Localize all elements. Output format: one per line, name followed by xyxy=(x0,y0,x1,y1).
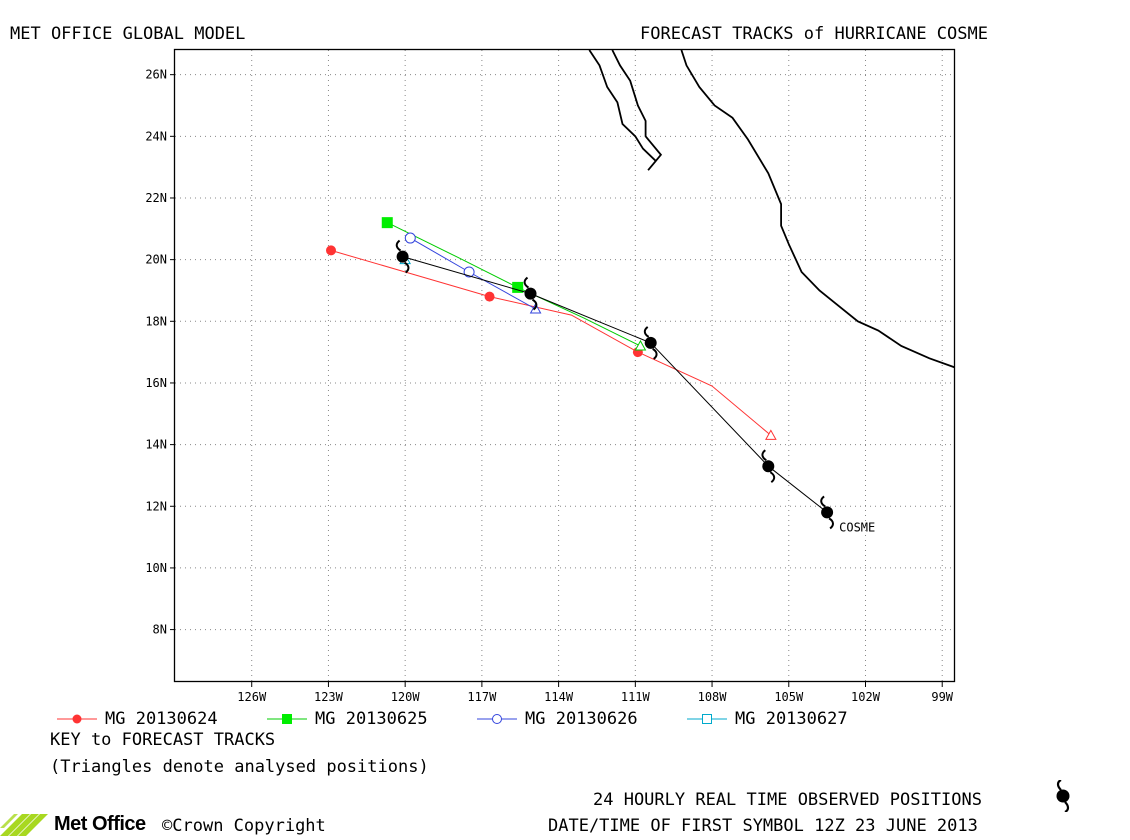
copyright-notice: ©Crown Copyright xyxy=(162,816,326,836)
lon-tick-label: 117W xyxy=(467,690,497,704)
lat-tick-label: 24N xyxy=(145,129,167,143)
lon-tick-label: 105W xyxy=(774,690,804,704)
legend-item-mg-20130627: MG 20130627 xyxy=(685,709,848,729)
lon-tick-label: 102W xyxy=(851,690,881,704)
hurricane-icon xyxy=(643,326,658,360)
lat-tick-label: 14N xyxy=(145,438,167,452)
lat-tick-label: 26N xyxy=(145,68,167,82)
hurricane-icon xyxy=(523,276,538,311)
model-title: MET OFFICE GLOBAL MODEL xyxy=(10,24,246,44)
storm-label: COSME xyxy=(839,520,875,534)
analysed-triangle xyxy=(765,429,777,440)
coastline-segment xyxy=(588,50,663,171)
coastline-segment xyxy=(680,50,955,369)
forecast-marker xyxy=(404,232,416,244)
forecast-marker xyxy=(463,266,475,278)
copyright-text: Crown Copyright xyxy=(172,816,326,836)
legend-label: MG 20130626 xyxy=(525,709,638,729)
lat-tick-label: 18N xyxy=(145,314,167,328)
hurricane-icon xyxy=(395,239,410,274)
analysed-triangle xyxy=(634,339,647,351)
forecast-marker xyxy=(326,245,336,256)
coastline xyxy=(588,50,955,369)
map-frame xyxy=(173,48,956,683)
hurricane-icon xyxy=(761,449,776,483)
met-office-brand: Met Office xyxy=(54,812,146,835)
legend-label: MG 20130624 xyxy=(105,709,218,729)
lon-tick-label: 114W xyxy=(544,690,574,704)
legend-green-square-icon xyxy=(267,714,307,724)
legend-red-circle-icon xyxy=(57,714,97,724)
forecast-track-line xyxy=(330,249,772,436)
lon-tick-label: 120W xyxy=(391,690,421,704)
forecast-tracks xyxy=(326,217,777,440)
legend-blue-open-circle-icon xyxy=(477,714,517,724)
lon-tick-label: 123W xyxy=(314,690,344,704)
lat-tick-label: 16N xyxy=(145,376,167,390)
hurricane-icon xyxy=(1056,780,1070,812)
lat-tick-label: 20N xyxy=(145,253,167,267)
legend-item-mg-20130625: MG 20130625 xyxy=(265,709,428,729)
forecast-marker xyxy=(381,217,393,229)
lon-tick-label: 126W xyxy=(237,690,267,704)
legend-cyan-open-square-icon xyxy=(687,714,727,724)
copyright-icon: © xyxy=(162,816,173,836)
observed-track: COSME xyxy=(395,239,875,534)
forecast-track-map: COSME 126W 123W 120W 117W 114W 111W 108W 105W 10… xyxy=(145,48,956,704)
legend-note: (Triangles denote analysed positions) xyxy=(50,757,429,777)
lon-tick-label: 99W xyxy=(931,690,953,704)
forecast-marker xyxy=(484,291,495,302)
lat-tick-label: 12N xyxy=(145,499,167,513)
legend-label: MG 20130625 xyxy=(315,709,428,729)
lat-tick-label: 10N xyxy=(145,561,167,575)
lon-tick-label: 111W xyxy=(621,690,651,704)
legend-title: KEY to FORECAST TRACKS xyxy=(50,730,276,750)
forecast-marker xyxy=(512,281,524,293)
hurricane-icon xyxy=(820,495,834,530)
legend-item-mg-20130626: MG 20130626 xyxy=(475,709,638,729)
lat-tick-label: 8N xyxy=(153,623,167,637)
observed-positions-label: 24 HOURLY REAL TIME OBSERVED POSITIONS xyxy=(593,790,982,810)
map-grid xyxy=(175,50,955,682)
lon-tick-label: 108W xyxy=(698,690,728,704)
lat-tick-label: 22N xyxy=(145,191,167,205)
first-symbol-datetime: DATE/TIME OF FIRST SYMBOL 12Z 23 JUNE 20… xyxy=(548,816,978,836)
chart-title: FORECAST TRACKS of HURRICANE COSME xyxy=(640,24,988,44)
met-office-logo-icon xyxy=(0,814,48,836)
legend-item-mg-20130624: MG 20130624 xyxy=(55,709,218,729)
axis-ticks: 126W 123W 120W 117W 114W 111W 108W 105W 102W 99W 8… xyxy=(145,68,954,704)
observed-track-line xyxy=(402,256,828,513)
legend-label: MG 20130627 xyxy=(735,709,848,729)
met-office-logo: Met Office xyxy=(0,810,146,838)
